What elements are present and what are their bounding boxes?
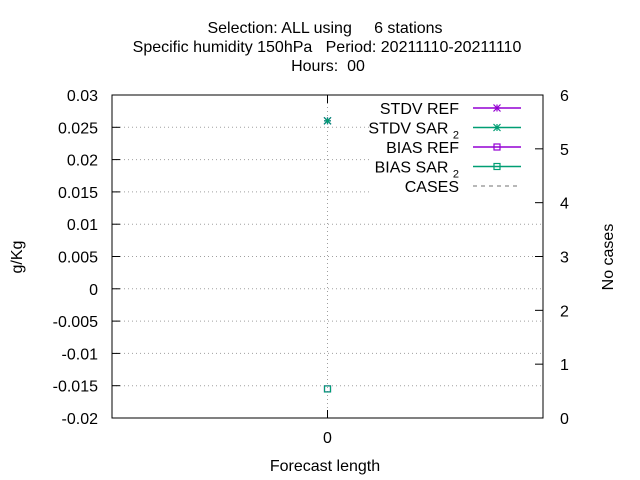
legend-label: BIAS REF — [386, 140, 459, 157]
y-tick-label: 0.01 — [67, 217, 98, 234]
title-line-1: Selection: ALL using 6 stations — [207, 20, 442, 37]
y-tick-label: -0.02 — [62, 411, 99, 428]
axis-ticks: -0.02 -0.015 -0.01 -0.005 0 0.005 0.01 0.015 0.0… — [53, 88, 569, 447]
y-tick-label: -0.01 — [62, 346, 99, 363]
y2-tick-label: 4 — [560, 196, 569, 213]
data-point — [323, 385, 332, 393]
legend-marker — [493, 143, 501, 151]
y2-tick-label: 3 — [560, 250, 569, 267]
y-axis-label: g/Kg — [9, 241, 26, 274]
x-axis-label: Forecast length — [270, 458, 380, 475]
title-line-3: Hours: 00 — [291, 58, 365, 75]
data-point — [323, 116, 332, 125]
chart-title: Selection: ALL using 6 stations Specific… — [133, 20, 522, 75]
y2-tick-label: 1 — [560, 357, 569, 374]
legend-label: CASES — [405, 179, 459, 196]
y-tick-label: 0.03 — [67, 88, 98, 105]
legend-marker — [493, 123, 501, 132]
series-layer — [323, 116, 332, 393]
y2-axis-label: No cases — [600, 224, 617, 291]
y-tick-label: 0.015 — [58, 185, 98, 202]
legend-label: STDV SAR 2 — [368, 121, 459, 142]
y-tick-label: -0.015 — [53, 379, 98, 396]
legend-marker — [493, 104, 501, 112]
y2-tick-label: 5 — [560, 142, 569, 159]
y-tick-label: 0.02 — [67, 153, 98, 170]
legend-label: STDV REF — [380, 101, 459, 118]
y-tick-label: 0 — [89, 282, 98, 299]
title-line-2: Specific humidity 150hPa Period: 2021111… — [133, 39, 522, 56]
y2-tick-label: 2 — [560, 303, 569, 320]
y-tick-label: -0.005 — [53, 314, 98, 331]
x-tick-label: 0 — [323, 430, 332, 447]
y2-tick-label: 0 — [560, 411, 569, 428]
grid — [112, 95, 543, 418]
legend-marker — [493, 162, 501, 171]
y-tick-label: 0.005 — [58, 250, 98, 267]
legend-label: BIAS SAR 2 — [375, 160, 459, 181]
y-tick-label: 0.025 — [58, 120, 98, 137]
y2-tick-label: 6 — [560, 88, 569, 105]
